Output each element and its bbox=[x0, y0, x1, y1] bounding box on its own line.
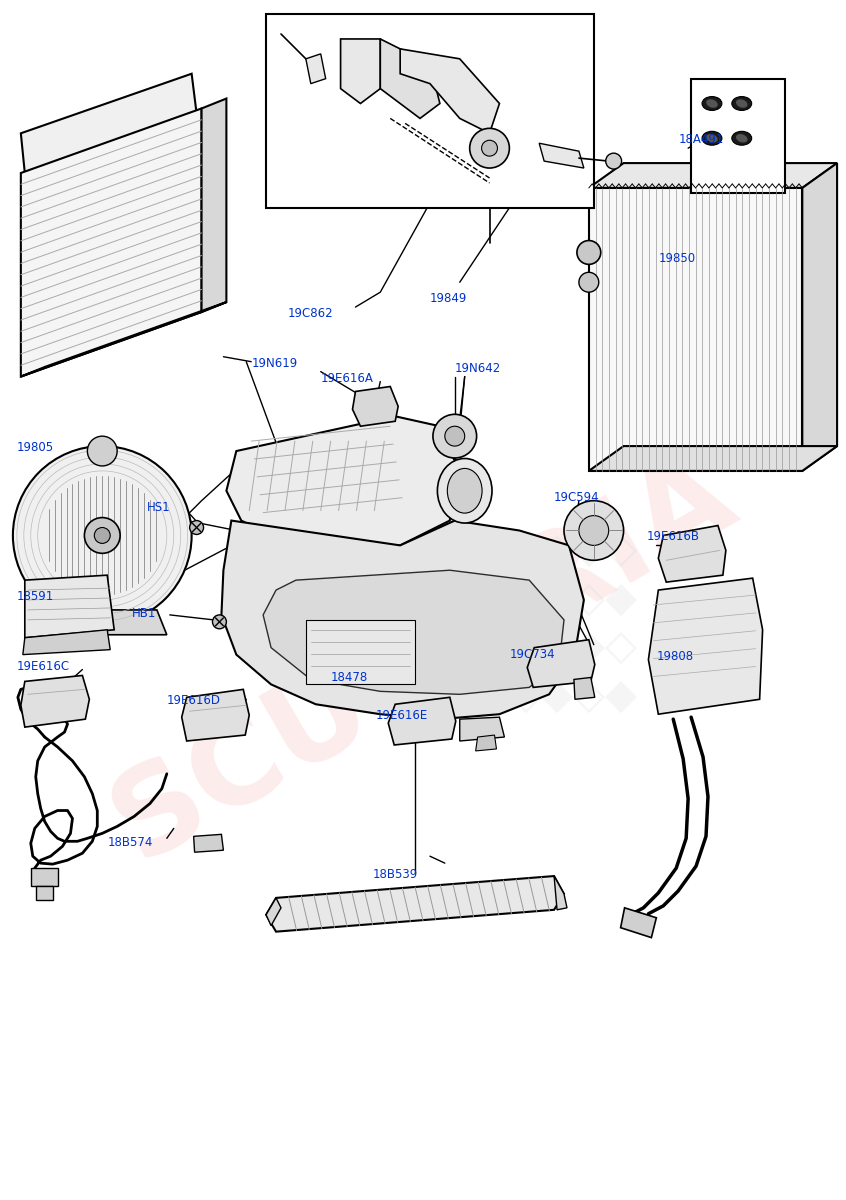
Circle shape bbox=[13, 446, 192, 625]
Polygon shape bbox=[21, 108, 201, 377]
Polygon shape bbox=[475, 736, 497, 751]
Polygon shape bbox=[381, 38, 440, 119]
Text: 19C862: 19C862 bbox=[288, 307, 333, 320]
Circle shape bbox=[212, 614, 227, 629]
Text: 18478: 18478 bbox=[331, 672, 368, 684]
Polygon shape bbox=[266, 876, 564, 931]
Text: 19N619: 19N619 bbox=[251, 356, 298, 370]
Polygon shape bbox=[589, 163, 837, 188]
Bar bbox=[266, 14, 594, 208]
Polygon shape bbox=[589, 446, 837, 470]
Ellipse shape bbox=[437, 458, 492, 523]
Circle shape bbox=[190, 521, 204, 534]
Polygon shape bbox=[388, 697, 456, 745]
Ellipse shape bbox=[732, 96, 752, 110]
Circle shape bbox=[564, 500, 624, 560]
Text: 18B539: 18B539 bbox=[372, 868, 418, 881]
Text: HB1: HB1 bbox=[132, 607, 157, 620]
Text: 18591: 18591 bbox=[17, 590, 54, 604]
Polygon shape bbox=[21, 73, 196, 173]
Text: 18B574: 18B574 bbox=[107, 836, 152, 850]
Ellipse shape bbox=[732, 131, 752, 145]
Ellipse shape bbox=[736, 100, 748, 108]
Circle shape bbox=[445, 426, 464, 446]
Circle shape bbox=[433, 414, 476, 458]
Text: 19850: 19850 bbox=[658, 252, 695, 265]
Text: ◆◇◆◇
◇◆◇◆
◆◇◆◇
◇◆◇◆: ◆◇◆◇ ◇◆◇◆ ◆◇◆◇ ◇◆◇◆ bbox=[510, 530, 638, 718]
Text: 19805: 19805 bbox=[17, 442, 54, 454]
Text: SCUDERIA: SCUDERIA bbox=[92, 434, 754, 884]
Ellipse shape bbox=[702, 131, 722, 145]
Polygon shape bbox=[574, 678, 595, 700]
Text: HS1: HS1 bbox=[147, 500, 171, 514]
Text: 18A491: 18A491 bbox=[678, 133, 723, 146]
Text: 19808: 19808 bbox=[656, 649, 694, 662]
Text: 19N642: 19N642 bbox=[455, 361, 501, 374]
Circle shape bbox=[481, 140, 497, 156]
Polygon shape bbox=[30, 868, 58, 886]
Circle shape bbox=[606, 154, 622, 169]
Ellipse shape bbox=[706, 134, 717, 143]
Polygon shape bbox=[527, 640, 595, 688]
Polygon shape bbox=[227, 416, 455, 551]
Polygon shape bbox=[36, 886, 52, 900]
Polygon shape bbox=[621, 908, 656, 937]
Circle shape bbox=[470, 128, 509, 168]
Ellipse shape bbox=[736, 134, 748, 143]
Polygon shape bbox=[266, 898, 281, 925]
Polygon shape bbox=[400, 49, 499, 133]
Circle shape bbox=[577, 240, 601, 264]
Polygon shape bbox=[353, 386, 398, 426]
Text: 19C594: 19C594 bbox=[554, 491, 600, 504]
Polygon shape bbox=[38, 610, 167, 635]
Polygon shape bbox=[341, 38, 381, 103]
Polygon shape bbox=[802, 163, 837, 470]
Circle shape bbox=[579, 516, 608, 545]
Polygon shape bbox=[194, 834, 223, 852]
Polygon shape bbox=[554, 876, 567, 910]
Polygon shape bbox=[539, 143, 584, 168]
Text: 19849: 19849 bbox=[430, 292, 467, 305]
Polygon shape bbox=[589, 188, 802, 470]
Circle shape bbox=[579, 272, 599, 292]
Polygon shape bbox=[658, 526, 726, 582]
Polygon shape bbox=[263, 570, 564, 695]
Polygon shape bbox=[21, 676, 90, 727]
Text: 19E616C: 19E616C bbox=[17, 660, 70, 672]
Text: 19C734: 19C734 bbox=[509, 648, 555, 661]
Polygon shape bbox=[25, 575, 114, 637]
Polygon shape bbox=[23, 630, 110, 655]
Polygon shape bbox=[459, 718, 504, 742]
Text: 19E616B: 19E616B bbox=[646, 530, 700, 544]
Bar bbox=[305, 620, 415, 684]
Polygon shape bbox=[305, 54, 326, 84]
Ellipse shape bbox=[706, 100, 717, 108]
Circle shape bbox=[85, 517, 120, 553]
Text: 19E616D: 19E616D bbox=[167, 695, 221, 707]
Polygon shape bbox=[182, 689, 250, 742]
Polygon shape bbox=[21, 302, 227, 377]
Ellipse shape bbox=[702, 96, 722, 110]
Polygon shape bbox=[201, 98, 227, 312]
Ellipse shape bbox=[448, 468, 482, 514]
Circle shape bbox=[87, 436, 117, 466]
Text: 19E616A: 19E616A bbox=[321, 372, 374, 385]
Bar bbox=[691, 79, 785, 193]
Text: 19E616E: 19E616E bbox=[376, 709, 427, 722]
Polygon shape bbox=[222, 521, 584, 719]
Circle shape bbox=[94, 528, 110, 544]
Polygon shape bbox=[648, 578, 762, 714]
